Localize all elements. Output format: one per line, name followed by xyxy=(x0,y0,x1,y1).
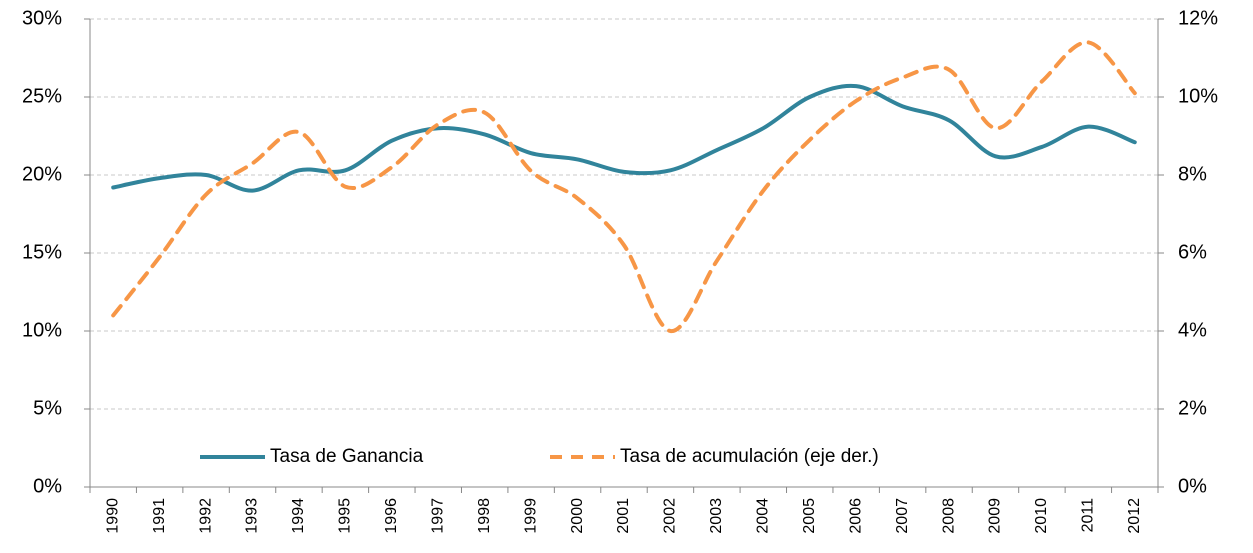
x-tick-label: 2002 xyxy=(662,498,679,534)
x-tick-label: 1992 xyxy=(197,498,214,534)
x-tick-label: 2011 xyxy=(1080,498,1097,533)
y-tick-label: 10% xyxy=(22,319,62,341)
y2-tick-label: 0% xyxy=(1178,475,1207,497)
y2-tick-label: 4% xyxy=(1178,319,1207,341)
y2-tick-label: 6% xyxy=(1178,241,1207,263)
x-tick-label: 2008 xyxy=(940,498,957,534)
x-tick-label: 1995 xyxy=(337,498,354,534)
y-tick-label: 20% xyxy=(22,163,62,185)
y2-tick-label: 12% xyxy=(1178,7,1218,29)
x-tick-label: 2005 xyxy=(801,498,818,534)
x-tick-label: 1993 xyxy=(244,498,261,534)
x-tick-label: 2001 xyxy=(615,498,632,534)
x-tick-label: 1990 xyxy=(104,498,121,534)
y-tick-label: 30% xyxy=(22,7,62,29)
x-tick-label: 2004 xyxy=(755,498,772,534)
x-tick-label: 2007 xyxy=(894,498,911,534)
x-tick-label: 1996 xyxy=(383,498,400,534)
legend-label: Tasa de acumulación (eje der.) xyxy=(620,446,879,467)
y2-tick-label: 10% xyxy=(1178,85,1218,107)
x-tick-label: 2010 xyxy=(1033,498,1050,534)
legend-label: Tasa de Ganancia xyxy=(270,446,424,467)
x-tick-label: 2009 xyxy=(987,498,1004,534)
y2-tick-label: 8% xyxy=(1178,163,1207,185)
x-tick-label: 1997 xyxy=(429,498,446,534)
x-tick-label: 2012 xyxy=(1126,498,1143,534)
x-tick-label: 2000 xyxy=(569,498,586,534)
line-series xyxy=(111,83,1137,193)
y-tick-label: 15% xyxy=(22,241,62,263)
x-tick-label: 1999 xyxy=(522,498,539,534)
x-tick-label: 1998 xyxy=(476,498,493,534)
y2-tick-label: 2% xyxy=(1178,397,1207,419)
x-tick-label: 2006 xyxy=(847,498,864,534)
line-series xyxy=(111,40,1137,333)
x-tick-label: 1991 xyxy=(151,498,168,534)
y-tick-label: 0% xyxy=(33,475,62,497)
y-tick-label: 5% xyxy=(33,397,62,419)
y-tick-label: 25% xyxy=(22,85,62,107)
x-tick-label: 1994 xyxy=(290,498,307,534)
x-tick-label: 2003 xyxy=(708,498,725,534)
